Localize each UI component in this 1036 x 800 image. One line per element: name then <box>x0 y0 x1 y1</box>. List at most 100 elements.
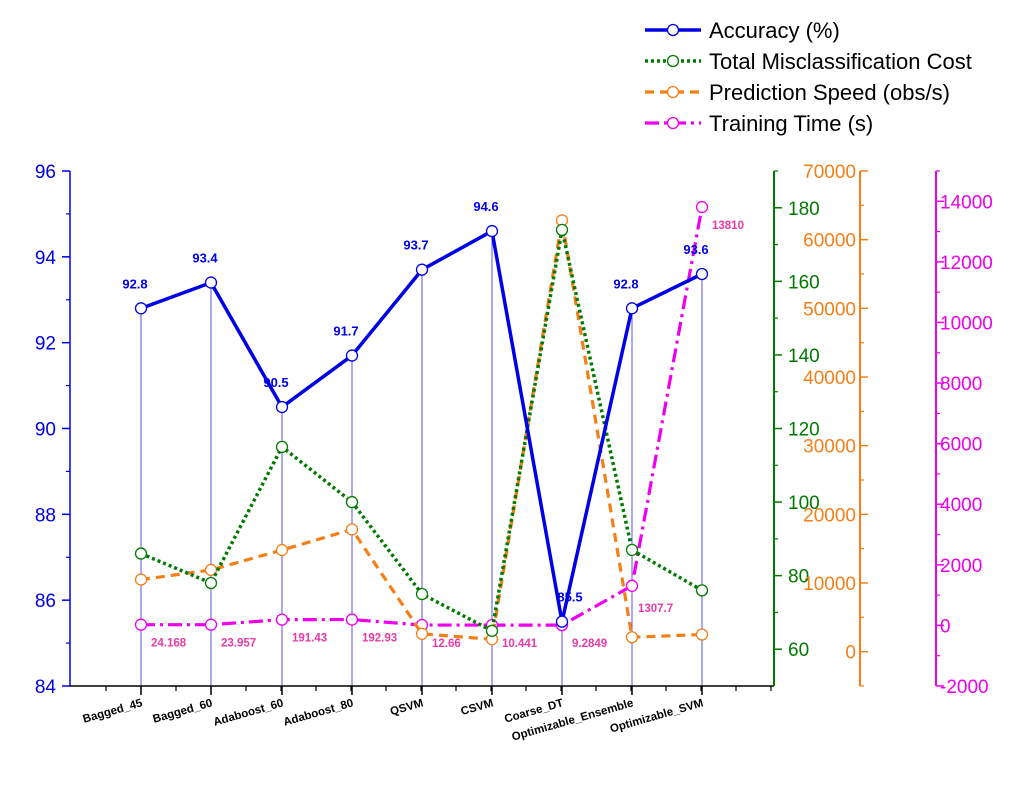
y4-tick-label: 4000 <box>940 495 982 516</box>
point-3-3 <box>345 613 359 626</box>
accuracy-label: 91.7 <box>333 324 358 339</box>
y3-tick-label: 20000 <box>803 505 856 526</box>
y2-tick-label: 160 <box>788 272 820 293</box>
y4-tick-label: 2000 <box>940 556 982 577</box>
y3-tick-label: 70000 <box>803 162 856 183</box>
point-2-0 <box>134 573 148 586</box>
x-tick-label: Adaboost_60 <box>212 697 285 728</box>
accuracy-label: 85.5 <box>557 590 582 605</box>
legend-marker-1 <box>666 54 680 68</box>
x-tick-label: CSVM <box>460 697 495 718</box>
legend-marker-2 <box>666 85 680 99</box>
legend-label-2: Prediction Speed (obs/s) <box>709 80 950 105</box>
legend-label-0: Accuracy (%) <box>709 18 840 43</box>
category-guide-lines <box>140 231 703 686</box>
y3-tick-label: 30000 <box>803 437 856 458</box>
point-0-2 <box>275 400 289 414</box>
point-1-2 <box>275 440 289 454</box>
point-0-3 <box>345 349 359 362</box>
y3-tick-label: 50000 <box>803 299 856 320</box>
training-time-label: 192.93 <box>362 633 397 645</box>
point-3-0 <box>134 618 148 631</box>
legend: Accuracy (%) Total Misclassification Cost… <box>645 18 972 136</box>
point-1-7 <box>625 543 639 557</box>
y1-tick-label: 86 <box>35 591 56 612</box>
accuracy-label: 92.8 <box>613 276 638 291</box>
y1-tick-label: 92 <box>35 334 56 355</box>
y4-tick-label: 14000 <box>940 192 993 213</box>
point-0-5 <box>485 224 499 238</box>
point-1-6 <box>555 223 569 237</box>
y2-tick-label: 120 <box>788 420 820 441</box>
y4-tick-label: 12000 <box>940 253 993 274</box>
accuracy-label: 90.5 <box>263 375 288 390</box>
legend-marker-3 <box>666 116 680 130</box>
point-2-3 <box>345 523 359 536</box>
point-3-8 <box>695 200 709 214</box>
training-time-label: 10.441 <box>502 638 538 650</box>
y1-tick-label: 94 <box>35 248 57 269</box>
accuracy-label: 93.7 <box>403 238 428 253</box>
accuracy-label: 93.6 <box>683 242 708 257</box>
training-time-label: 13810 <box>712 220 744 232</box>
y4-tick-label: 6000 <box>940 435 982 456</box>
training-time-label: 9.2849 <box>572 638 607 650</box>
x-tick-label: QSVM <box>389 697 425 718</box>
point-2-8 <box>695 628 709 641</box>
y2-tick-label: 60 <box>788 640 809 661</box>
point-1-1 <box>204 576 218 590</box>
training-time-label: 24.168 <box>151 638 187 650</box>
x-tick-label: Adaboost_80 <box>282 697 355 728</box>
y3-tick-label: 40000 <box>803 368 856 389</box>
legend-marker-0 <box>666 23 680 37</box>
point-2-7 <box>625 631 639 644</box>
training-time-label: 23.957 <box>221 638 256 650</box>
y2-tick-label: 180 <box>788 199 820 220</box>
accuracy-label: 92.8 <box>122 276 147 291</box>
y1-tick-label: 84 <box>35 677 57 698</box>
point-1-0 <box>134 547 148 560</box>
y1-tick-label: 90 <box>35 420 56 441</box>
x-tick-label: Bagged_60 <box>152 697 214 725</box>
point-0-7 <box>625 302 639 315</box>
accuracy-label: 93.4 <box>192 251 218 266</box>
point-2-4 <box>415 627 429 640</box>
point-3-7 <box>625 579 639 592</box>
y4-tick-label: -2000 <box>940 677 989 698</box>
y1-tick-label: 88 <box>35 505 56 526</box>
y2-tick-label: 100 <box>788 493 820 514</box>
point-0-4 <box>415 263 429 276</box>
point-3-1 <box>204 618 218 631</box>
y3-tick-label: 10000 <box>803 574 856 595</box>
training-time-label: 12.66 <box>432 638 461 650</box>
legend-label-1: Total Misclassification Cost <box>709 49 972 74</box>
series-layer <box>134 200 709 646</box>
point-0-6 <box>555 615 569 628</box>
y4-tick-label: 8000 <box>940 374 982 395</box>
point-1-3 <box>345 495 359 509</box>
legend-label-3: Training Time (s) <box>709 111 873 136</box>
y4-tick-label: 10000 <box>940 313 993 334</box>
y3-tick-label: 0 <box>845 643 856 664</box>
y1-tick-label: 96 <box>35 162 56 183</box>
x-tick-label: Bagged_45 <box>82 697 145 726</box>
point-0-1 <box>204 276 218 289</box>
x-tick-label: Optimizable_Ensemble <box>510 697 634 743</box>
y2-tick-label: 140 <box>788 346 820 367</box>
point-0-0 <box>134 302 148 315</box>
point-2-2 <box>275 543 289 557</box>
y2-tick-label: 80 <box>788 567 809 588</box>
training-time-label: 1307.7 <box>638 603 673 615</box>
point-1-5 <box>485 624 499 637</box>
y3-tick-label: 60000 <box>803 231 856 252</box>
data-labels-layer: 92.8 93.4 90.5 91.7 93.7 94.6 85.5 92.8 93.6 24.1… <box>122 199 744 650</box>
point-1-8 <box>695 584 709 597</box>
training-time-label: 191.43 <box>292 633 327 645</box>
series-line-2 <box>140 218 703 641</box>
accuracy-label: 94.6 <box>473 199 498 214</box>
point-1-4 <box>415 587 429 601</box>
point-3-2 <box>275 613 289 626</box>
y4-tick-label: 0 <box>940 616 951 637</box>
